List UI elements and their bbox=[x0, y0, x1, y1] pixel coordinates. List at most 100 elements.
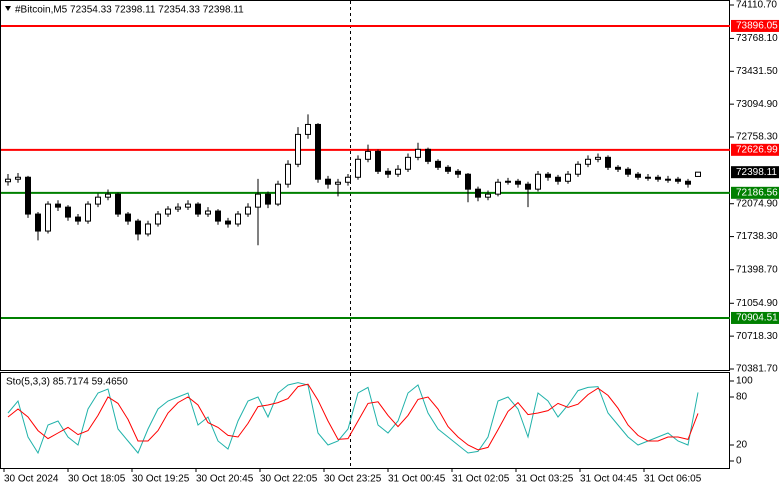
level-label-box bbox=[731, 19, 779, 32]
candle-body bbox=[545, 173, 551, 178]
candle-body bbox=[515, 180, 521, 185]
candle-body bbox=[235, 213, 241, 225]
candle-body bbox=[365, 150, 371, 160]
candle-body bbox=[125, 213, 131, 222]
y-tick-label: 71054.90 bbox=[736, 298, 778, 309]
candle-body bbox=[565, 173, 571, 182]
candle-body bbox=[5, 178, 11, 183]
candle-body bbox=[185, 203, 191, 208]
candle-body bbox=[115, 193, 121, 215]
y-tick-label: 70381.70 bbox=[736, 364, 778, 375]
x-tick-label: 30 Oct 20:45 bbox=[196, 474, 254, 485]
x-tick-label: 31 Oct 03:25 bbox=[516, 474, 574, 485]
x-tick-label: 30 Oct 19:25 bbox=[132, 474, 190, 485]
candle-body bbox=[445, 166, 451, 172]
x-tick-label: 30 Oct 23:25 bbox=[324, 474, 382, 485]
candle-body bbox=[145, 223, 151, 235]
candle-body bbox=[605, 156, 611, 168]
candle-body bbox=[455, 170, 461, 175]
y-tick-label: 72074.90 bbox=[736, 198, 778, 209]
candle-body bbox=[325, 178, 331, 185]
candle-body bbox=[205, 210, 211, 215]
x-tick-label: 31 Oct 02:05 bbox=[452, 474, 510, 485]
candle-body bbox=[585, 158, 591, 165]
candle-body bbox=[485, 193, 491, 198]
candle-body bbox=[195, 203, 201, 215]
candle-body bbox=[255, 193, 261, 208]
stochastic-line bbox=[7, 383, 699, 451]
y-tick-label: 73768.10 bbox=[736, 33, 778, 44]
candle-body bbox=[135, 220, 141, 235]
candle-body bbox=[375, 150, 381, 172]
y-tick-label: 71398.70 bbox=[736, 264, 778, 275]
level-label: 73896.05 bbox=[736, 21, 778, 32]
candle-body bbox=[405, 156, 411, 170]
candle-body bbox=[85, 203, 91, 222]
candle-body bbox=[615, 166, 621, 170]
candle-body bbox=[495, 181, 501, 195]
candle-body bbox=[625, 168, 631, 175]
candle-body bbox=[175, 206, 181, 210]
candle-body bbox=[75, 216, 81, 222]
candle-body bbox=[395, 168, 401, 175]
stochastic-panel bbox=[0, 372, 730, 469]
stochastic-line bbox=[7, 382, 699, 455]
candle-body bbox=[275, 183, 281, 205]
candle-body bbox=[15, 176, 21, 180]
candle-body bbox=[535, 173, 541, 190]
candle-body bbox=[295, 133, 301, 165]
x-tick-label: 30 Oct 2024 bbox=[4, 474, 59, 485]
sto-tick-label: 80 bbox=[736, 392, 748, 403]
y-tick-label: 73094.90 bbox=[736, 99, 778, 110]
candle-body bbox=[595, 156, 601, 160]
stochastic-label: Sto(5,3,3) 85.7174 59.4650 bbox=[6, 377, 128, 388]
candle-body bbox=[155, 213, 161, 225]
candle-body bbox=[55, 203, 61, 208]
candle-body bbox=[45, 203, 51, 232]
level-label: 70904.51 bbox=[736, 313, 778, 324]
candle-body bbox=[95, 196, 101, 205]
level-label-box bbox=[731, 311, 779, 324]
x-tick-label: 31 Oct 00:45 bbox=[388, 474, 446, 485]
chart-title: #Bitcoin,M5 72354.33 72398.11 72354.33 7… bbox=[15, 5, 244, 16]
candle-body bbox=[655, 176, 661, 180]
menu-arrow bbox=[5, 6, 11, 11]
sto-tick-label: 100 bbox=[736, 376, 753, 387]
candle-body bbox=[285, 163, 291, 185]
x-tick-label: 30 Oct 22:05 bbox=[260, 474, 318, 485]
candle-body bbox=[35, 213, 41, 232]
candle-body bbox=[225, 220, 231, 225]
candle-body bbox=[315, 123, 321, 180]
level-label-box bbox=[731, 186, 779, 199]
candle-body bbox=[665, 178, 671, 181]
y-tick-label: 71738.30 bbox=[736, 231, 778, 242]
y-tick-label: 72758.30 bbox=[736, 132, 778, 143]
candle-body bbox=[65, 206, 71, 218]
candle-body bbox=[305, 123, 311, 135]
candle-body bbox=[695, 171, 701, 177]
candle-body bbox=[475, 188, 481, 198]
candle-body bbox=[345, 176, 351, 183]
candle-body bbox=[415, 148, 421, 158]
candle-body bbox=[425, 148, 431, 162]
candle-body bbox=[555, 176, 561, 182]
candle-body bbox=[385, 170, 391, 175]
candle-body bbox=[355, 158, 361, 178]
candle-body bbox=[105, 193, 111, 198]
level-label: 72626.99 bbox=[736, 144, 778, 155]
candle-body bbox=[675, 178, 681, 182]
candle-body bbox=[575, 163, 581, 175]
sto-tick-label: 0 bbox=[736, 456, 742, 467]
y-tick-label: 73431.50 bbox=[736, 66, 778, 77]
candle-body bbox=[635, 173, 641, 178]
candle-body bbox=[685, 180, 691, 185]
candle-body bbox=[245, 206, 251, 215]
y-tick-label: 74110.70 bbox=[736, 0, 777, 11]
x-tick-label: 31 Oct 06:05 bbox=[644, 474, 702, 485]
current-price: 72398.11 bbox=[736, 167, 777, 178]
price-panel bbox=[0, 0, 730, 371]
candle-body bbox=[215, 210, 221, 222]
sto-tick-label: 20 bbox=[736, 440, 748, 451]
candle-body bbox=[525, 183, 531, 190]
